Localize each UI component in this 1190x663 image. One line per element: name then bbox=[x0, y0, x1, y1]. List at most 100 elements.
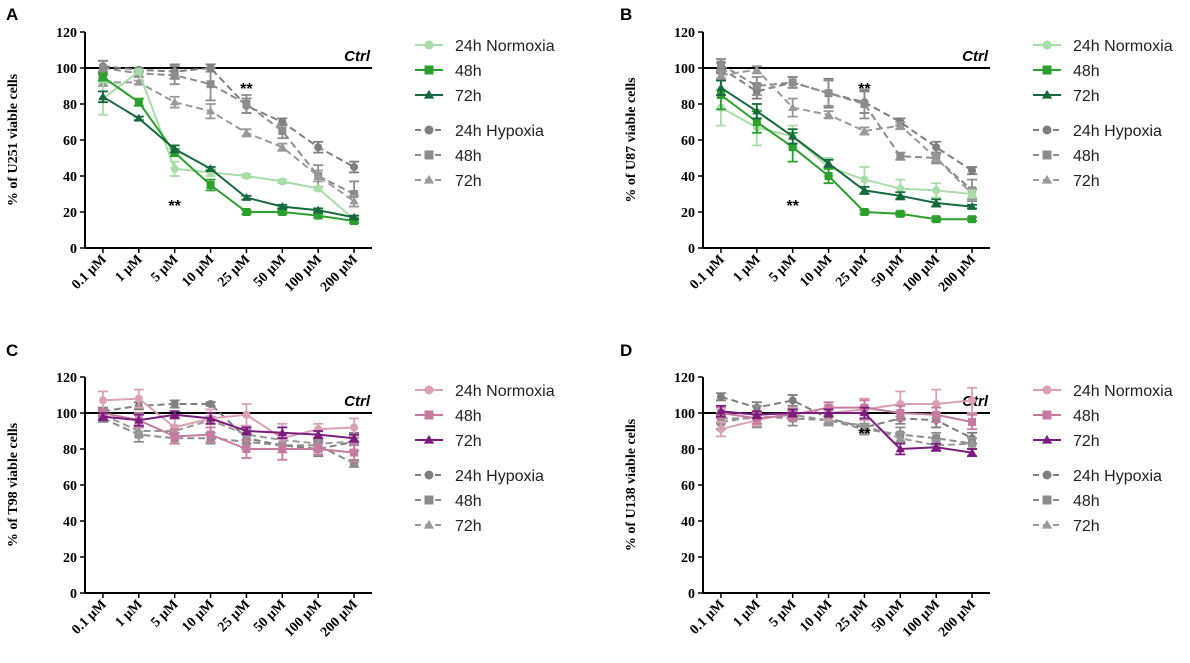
data-point bbox=[931, 442, 941, 451]
panel-d: D % of U138 viable cells 0 20 40 60 80 100 120 0.… bbox=[620, 341, 1173, 640]
data-point bbox=[277, 202, 287, 210]
legend: 24h Normoxia 48h 72h 24h Hypoxia 48h 72h bbox=[1033, 38, 1173, 190]
x-tick-label: 25 µM bbox=[833, 252, 871, 290]
data-point bbox=[859, 408, 870, 417]
data-point bbox=[205, 106, 216, 115]
panel-letter: D bbox=[620, 341, 632, 360]
data-point bbox=[313, 430, 323, 438]
series-line bbox=[102, 69, 355, 220]
y-tick-label: 0 bbox=[70, 242, 77, 257]
data-point bbox=[349, 196, 359, 205]
ctrl-label: Ctrl bbox=[962, 48, 989, 65]
data-point bbox=[932, 434, 941, 443]
legend: 24h Normoxia 48h 72h 24h Hypoxia 48h 72h bbox=[1033, 383, 1173, 535]
legend-label: 24h Hypoxia bbox=[455, 468, 544, 485]
series-72h-normoxia bbox=[715, 404, 978, 458]
data-point bbox=[205, 413, 216, 422]
series-line bbox=[720, 63, 973, 192]
data-point bbox=[752, 106, 762, 115]
data-point bbox=[752, 410, 762, 419]
data-point bbox=[134, 98, 143, 107]
legend: 24h Normoxia 48h 72h 24h Hypoxia 48h 72h bbox=[415, 383, 555, 535]
x-tick-label: 5 µM bbox=[766, 597, 799, 630]
data-point bbox=[314, 184, 323, 193]
x-tick-label: 0.1 µM bbox=[687, 597, 728, 638]
y-tick-label: 80 bbox=[63, 98, 77, 113]
data-point bbox=[350, 163, 359, 171]
data-point bbox=[823, 158, 834, 167]
series-line bbox=[720, 399, 973, 431]
y-tick-label: 20 bbox=[681, 551, 695, 566]
legend-item: 24h Hypoxia bbox=[415, 468, 544, 485]
data-point bbox=[206, 181, 215, 189]
data-point bbox=[824, 172, 833, 180]
data-point bbox=[205, 164, 216, 173]
legend-swatch-marker bbox=[1041, 434, 1053, 444]
y-tick-label: 20 bbox=[681, 206, 695, 221]
legend-swatch-marker bbox=[424, 410, 434, 420]
legend-label: 72h bbox=[455, 518, 482, 535]
x-tick-label: 100 µM bbox=[282, 252, 325, 295]
legend-item: 72h bbox=[1033, 433, 1100, 450]
y-tick-label: 40 bbox=[681, 515, 695, 530]
data-point bbox=[788, 78, 797, 87]
data-point bbox=[170, 71, 179, 80]
data-point bbox=[968, 418, 977, 426]
data-point bbox=[716, 406, 726, 415]
data-point bbox=[350, 423, 359, 432]
series-48h-normoxia bbox=[97, 72, 360, 225]
series-line bbox=[720, 106, 973, 195]
data-point bbox=[314, 445, 323, 453]
legend-item: 24h Normoxia bbox=[1033, 38, 1173, 55]
series-72h-normoxia bbox=[97, 90, 360, 221]
significance-annotation: ** bbox=[858, 426, 871, 443]
legend-item: 72h bbox=[1033, 173, 1100, 190]
significance-annotation: ** bbox=[168, 198, 181, 215]
legend-label: 72h bbox=[1073, 518, 1100, 535]
x-tick-label: 10 µM bbox=[179, 597, 217, 635]
data-point bbox=[98, 412, 108, 420]
y-tick-label: 100 bbox=[674, 407, 695, 422]
y-tick-label: 40 bbox=[681, 170, 695, 185]
x-tick-label: 10 µM bbox=[797, 252, 835, 290]
x-tick-label: 200 µM bbox=[318, 252, 361, 295]
legend-item: 48h bbox=[1033, 148, 1100, 165]
legend-item: 72h bbox=[415, 433, 482, 450]
legend-label: 48h bbox=[455, 408, 482, 425]
data-point bbox=[134, 426, 144, 435]
y-tick-label: 0 bbox=[70, 587, 77, 602]
legend-swatch-marker bbox=[1042, 65, 1052, 75]
legend-label: 48h bbox=[1073, 63, 1100, 80]
x-tick-label: 200 µM bbox=[936, 252, 979, 295]
legend-swatch-marker bbox=[424, 385, 434, 395]
legend-swatch-marker bbox=[424, 40, 434, 50]
x-tick-label: 5 µM bbox=[148, 252, 181, 285]
series-line bbox=[102, 413, 355, 440]
data-point bbox=[349, 433, 359, 442]
data-point bbox=[314, 143, 323, 152]
series-line bbox=[720, 86, 973, 208]
data-point bbox=[242, 100, 251, 108]
y-tick-label: 120 bbox=[56, 26, 77, 41]
data-point bbox=[860, 208, 869, 216]
legend-label: 24h Normoxia bbox=[1073, 383, 1173, 400]
data-point bbox=[278, 127, 287, 135]
legend-label: 48h bbox=[1073, 408, 1100, 425]
legend-swatch-marker bbox=[1042, 410, 1052, 420]
series-line bbox=[102, 413, 355, 445]
y-axis-label: % of U138 viable cells bbox=[624, 418, 639, 551]
data-point bbox=[716, 70, 726, 79]
data-point bbox=[313, 171, 323, 180]
panel-letter: B bbox=[620, 5, 632, 24]
legend-label: 72h bbox=[1073, 173, 1100, 190]
legend-item: 72h bbox=[1033, 518, 1100, 535]
data-point bbox=[859, 421, 870, 429]
data-point bbox=[278, 208, 287, 216]
y-tick-label: 60 bbox=[681, 479, 695, 494]
legend-swatch-marker bbox=[1041, 89, 1053, 99]
data-point bbox=[241, 193, 252, 201]
series-line bbox=[720, 415, 973, 445]
data-point bbox=[134, 394, 143, 403]
x-tick-label: 25 µM bbox=[215, 252, 253, 290]
